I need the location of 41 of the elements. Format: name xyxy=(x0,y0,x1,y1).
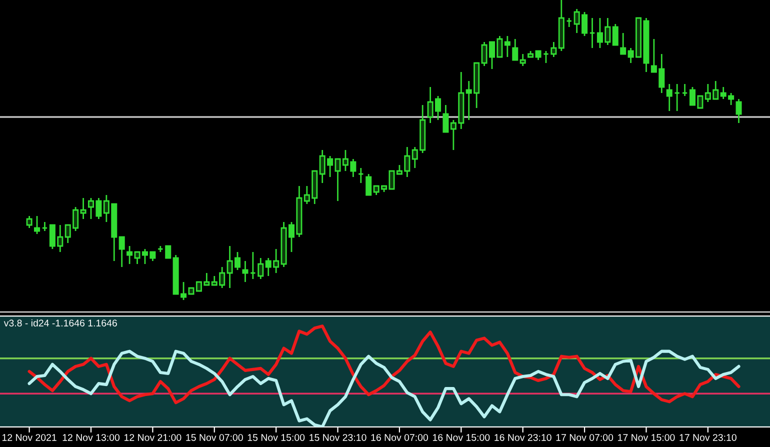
candlestick xyxy=(535,50,542,61)
x-tick-label: 15 Nov 15:00 xyxy=(248,434,305,441)
x-tick-label: 12 Nov 13:00 xyxy=(62,434,120,441)
candlestick xyxy=(26,215,32,229)
x-tick-label: 17 Nov 07:00 xyxy=(556,434,614,441)
x-tick-label: 15 Nov 23:10 xyxy=(310,434,366,441)
candlestick xyxy=(366,173,372,196)
candlestick xyxy=(126,245,133,265)
x-tick-label: 17 Nov 23:10 xyxy=(680,434,736,441)
candlestick xyxy=(542,50,549,64)
candlestick xyxy=(358,167,364,184)
candlestick xyxy=(620,32,626,55)
candlestick xyxy=(566,17,572,28)
candlestick xyxy=(250,251,256,280)
candlestick xyxy=(258,257,264,280)
candlestick xyxy=(674,83,680,112)
x-tick-label: 16 Nov 15:00 xyxy=(432,434,490,441)
candlestick xyxy=(504,35,510,58)
candlestick xyxy=(520,53,526,67)
x-tick-label: 17 Nov 15:00 xyxy=(618,434,675,441)
candlestick xyxy=(682,83,688,97)
candlestick xyxy=(42,221,48,232)
x-tick-label: 16 Nov 07:00 xyxy=(371,434,428,441)
candlestick xyxy=(80,197,86,220)
x-tick-label: 15 Nov 07:00 xyxy=(186,434,243,441)
candlestick xyxy=(589,17,596,49)
x-tick-label: 12 Nov 2021 xyxy=(2,434,56,441)
candlestick xyxy=(34,215,40,235)
candlestick xyxy=(736,98,742,124)
candlestick xyxy=(165,245,172,259)
candlestick xyxy=(666,83,672,112)
candlestick xyxy=(157,245,164,253)
candlestick xyxy=(512,38,518,61)
candlestick xyxy=(118,236,125,268)
candlestick xyxy=(442,104,449,133)
candlestick xyxy=(612,23,618,46)
candlestick xyxy=(242,260,248,283)
x-tick-label: 12 Nov 21:00 xyxy=(124,434,182,441)
candlestick xyxy=(550,41,557,58)
annotation: v3.8 - id24 -1.1646 1.1646 xyxy=(4,319,117,326)
x-tick-label: 16 Nov 23:10 xyxy=(494,434,552,441)
